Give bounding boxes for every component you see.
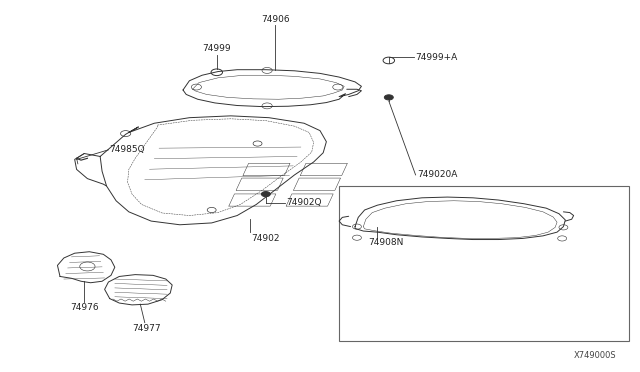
Text: 74976: 74976 — [70, 304, 99, 312]
Text: 74908N: 74908N — [368, 238, 403, 247]
Text: 74985Q: 74985Q — [109, 145, 145, 154]
Text: X749000S: X749000S — [573, 351, 616, 360]
Circle shape — [261, 192, 270, 197]
Text: 74906: 74906 — [261, 15, 290, 23]
Circle shape — [385, 95, 394, 100]
Text: 74902: 74902 — [251, 234, 280, 243]
Text: 74977: 74977 — [132, 324, 161, 333]
Text: 74999+A: 74999+A — [415, 53, 458, 62]
Text: 74902Q: 74902Q — [286, 198, 322, 207]
Bar — [339, 186, 629, 341]
Text: 749020A: 749020A — [417, 170, 457, 179]
Text: 74999: 74999 — [202, 44, 231, 53]
